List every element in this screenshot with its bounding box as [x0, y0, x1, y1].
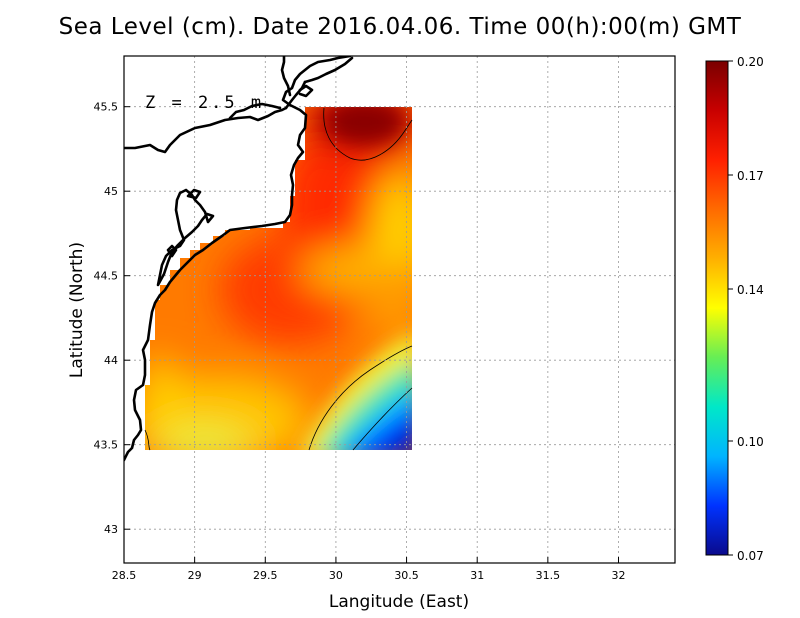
x-tick-label: 28.5: [112, 569, 137, 582]
y-tick-label: 45.5: [94, 101, 119, 114]
y-tick-label: 44.5: [94, 270, 119, 283]
plot-title: Sea Level (cm). Date 2016.04.06. Time 00…: [58, 14, 742, 40]
x-tick-label: 29.5: [253, 569, 278, 582]
x-tick-label: 31: [470, 569, 484, 582]
colorbar: [705, 60, 729, 556]
plot-frame: [123, 55, 676, 564]
colorbar-tick-label: 0.07: [737, 549, 764, 563]
grid-lines: [124, 56, 675, 563]
y-tick-label: 43.5: [94, 439, 119, 452]
y-tick-label: 45: [104, 185, 118, 198]
colorbar-tick-label: 0.14: [737, 283, 764, 297]
x-axis-ticks: 28.5 29 29.5 30 30.5 31 31.5 32: [112, 557, 625, 582]
x-tick-label: 32: [611, 569, 625, 582]
x-tick-label: 30.5: [394, 569, 419, 582]
x-axis-label: Langitude (East): [329, 592, 469, 612]
coastline: [124, 56, 354, 462]
y-axis-ticks: 43 43.5 44 44.5 45 45.5: [94, 101, 130, 536]
y-tick-label: 44: [104, 354, 118, 367]
sea-level-field: [145, 107, 412, 450]
colorbar-tick-label: 0.10: [737, 435, 764, 449]
colorbar-tick-label: 0.20: [737, 55, 764, 69]
colorbar-ticks: 0.20 0.17 0.14 0.10 0.07: [728, 55, 764, 563]
colorbar-tick-label: 0.17: [737, 169, 764, 183]
x-tick-label: 29: [188, 569, 202, 582]
depth-label: Z = 2.5 m: [145, 93, 264, 113]
y-tick-label: 43: [104, 523, 118, 536]
x-tick-label: 30: [329, 569, 343, 582]
y-axis-label: Latitude (North): [67, 242, 87, 378]
contour-lines: [144, 107, 413, 451]
x-tick-label: 31.5: [536, 569, 561, 582]
